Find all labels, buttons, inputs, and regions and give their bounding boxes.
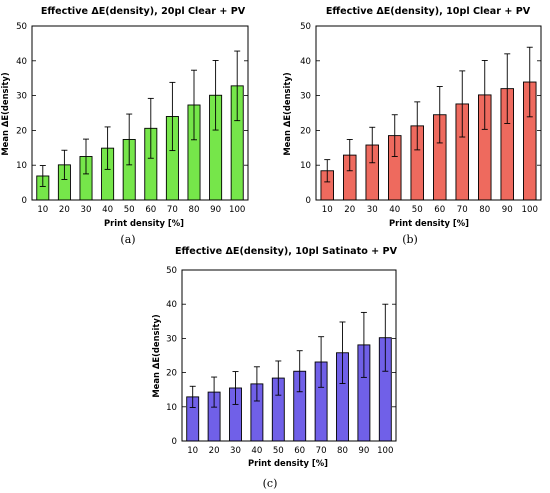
chart-panel-a: Effective ΔE(density), 20pl Clear + PV M… [0, 6, 249, 246]
caption-a: (a) [120, 233, 135, 246]
xtick-label-a: 50 [124, 205, 135, 215]
xtick-label-c: 30 [230, 446, 241, 456]
ytick-label-a: 30 [16, 92, 27, 102]
ytick-label-b: 0 [306, 196, 311, 206]
xtick-label-b: 10 [322, 205, 333, 215]
chart-title-b: Effective ΔE(density), 10pl Clear + PV [326, 6, 531, 17]
xtick-label-c: 10 [187, 446, 198, 456]
xtick-label-c: 20 [209, 446, 220, 456]
ytick-label-b: 10 [300, 161, 311, 171]
xtick-label-a: 90 [210, 205, 221, 215]
ytick-label-c: 40 [166, 300, 177, 310]
xtick-label-b: 40 [389, 205, 400, 215]
ytick-label-c: 50 [166, 266, 177, 276]
xlabel-c: Print density [%] [248, 458, 328, 468]
ytick-label-a: 40 [16, 57, 27, 67]
xtick-label-c: 70 [316, 446, 327, 456]
xtick-label-a: 40 [102, 205, 113, 215]
plot-frame-c [181, 269, 397, 442]
ytick-label-b: 20 [300, 126, 311, 136]
ytick-label-c: 0 [172, 437, 177, 447]
ytick-label-a: 50 [16, 22, 27, 32]
xtick-label-c: 50 [273, 446, 284, 456]
xtick-label-c: 40 [251, 446, 262, 456]
chart-title-a: Effective ΔE(density), 20pl Clear + PV [41, 6, 246, 17]
xtick-label-a: 60 [145, 205, 156, 215]
ytick-label-a: 0 [22, 196, 27, 206]
xtick-label-c: 60 [294, 446, 305, 456]
caption-b: (b) [402, 233, 418, 246]
ytick-label-b: 30 [300, 92, 311, 102]
xtick-label-b: 70 [457, 205, 468, 215]
ytick-label-c: 20 [166, 369, 177, 379]
plot-frame-a [31, 25, 249, 201]
caption-c: (c) [263, 477, 278, 490]
xtick-label-b: 90 [502, 205, 513, 215]
xtick-label-b: 30 [367, 205, 378, 215]
xtick-label-a: 80 [189, 205, 200, 215]
xtick-label-a: 30 [81, 205, 92, 215]
xtick-label-a: 70 [167, 205, 178, 215]
xtick-label-c: 90 [358, 446, 369, 456]
ytick-label-a: 10 [16, 161, 27, 171]
xtick-label-b: 100 [522, 205, 538, 215]
xtick-label-a: 10 [37, 205, 48, 215]
chart-panel-c: Effective ΔE(density), 10pl Satinato + P… [151, 246, 398, 490]
xtick-label-c: 100 [377, 446, 393, 456]
xtick-label-a: 100 [229, 205, 245, 215]
xtick-label-a: 20 [59, 205, 70, 215]
ylabel-c: Mean ΔE(density) [151, 314, 161, 398]
ytick-label-c: 10 [166, 403, 177, 413]
ylabel-a: Mean ΔE(density) [0, 72, 10, 156]
ylabel-b: Mean ΔE(density) [282, 72, 292, 156]
ytick-label-b: 50 [300, 22, 311, 32]
xtick-label-b: 50 [412, 205, 423, 215]
xlabel-a: Print density [%] [104, 218, 184, 228]
plot-frame-b [315, 25, 542, 201]
chart-title-c: Effective ΔE(density), 10pl Satinato + P… [175, 246, 398, 257]
xtick-label-c: 80 [337, 446, 348, 456]
ytick-label-b: 40 [300, 57, 311, 67]
xlabel-b: Print density [%] [389, 218, 469, 228]
xtick-label-b: 20 [344, 205, 355, 215]
xtick-label-b: 60 [434, 205, 445, 215]
chart-panel-b: Effective ΔE(density), 10pl Clear + PV M… [282, 6, 542, 246]
xtick-label-b: 80 [479, 205, 490, 215]
ytick-label-c: 30 [166, 334, 177, 344]
ytick-label-a: 20 [16, 126, 27, 136]
